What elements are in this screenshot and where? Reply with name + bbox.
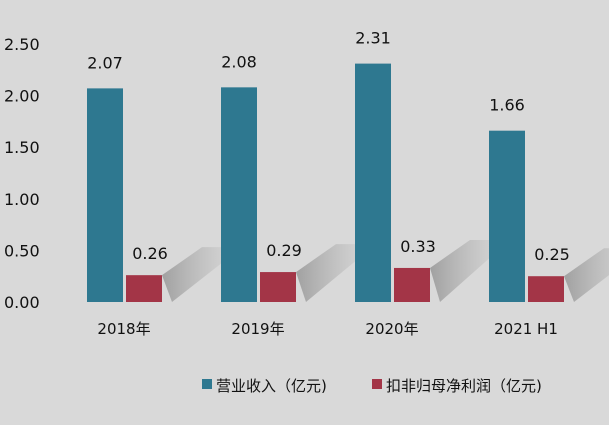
y-axis: 0.00 0.50 1.00 1.50 2.00 2.50 (4, 35, 40, 312)
bar-shadow (564, 248, 609, 302)
x-tick-label: 2021 H1 (494, 320, 558, 338)
data-label: 0.25 (534, 245, 570, 264)
data-label: 0.29 (266, 241, 302, 260)
data-label: 2.07 (87, 53, 123, 72)
legend-swatch (372, 379, 382, 389)
data-label: 0.26 (132, 244, 168, 263)
bar-revenue (221, 87, 257, 303)
data-label: 2.31 (355, 29, 391, 48)
legend: 营业收入（亿元) 扣非归母净利润（亿元) (202, 377, 542, 395)
legend-swatch (202, 379, 212, 389)
x-axis: 2018年 2019年 2020年 2021 H1 (97, 320, 557, 338)
x-tick-label: 2018年 (97, 320, 150, 338)
y-tick-label: 1.50 (4, 138, 40, 157)
bar-revenue (489, 130, 525, 302)
x-tick-label: 2020年 (365, 320, 418, 338)
y-tick-label: 0.00 (4, 293, 40, 312)
bar-net-profit (126, 275, 162, 302)
legend-label: 营业收入（亿元) (216, 377, 327, 395)
y-tick-label: 1.00 (4, 190, 40, 209)
data-label: 0.33 (400, 237, 436, 256)
x-tick-label: 2019年 (231, 320, 284, 338)
bar-revenue (355, 63, 391, 302)
y-tick-label: 2.50 (4, 35, 40, 54)
legend-label: 扣非归母净利润（亿元) (386, 377, 542, 395)
y-tick-label: 2.00 (4, 87, 40, 106)
data-label: 2.08 (221, 52, 257, 71)
bar-revenue (87, 88, 123, 302)
bar-net-profit (394, 267, 430, 302)
bars: 2.07 0.26 2.08 0.29 2.31 0.33 1.66 0.25 (87, 29, 609, 303)
data-label: 1.66 (489, 96, 525, 115)
bar-net-profit (528, 276, 564, 302)
y-tick-label: 0.50 (4, 241, 40, 260)
bar-net-profit (260, 272, 296, 302)
